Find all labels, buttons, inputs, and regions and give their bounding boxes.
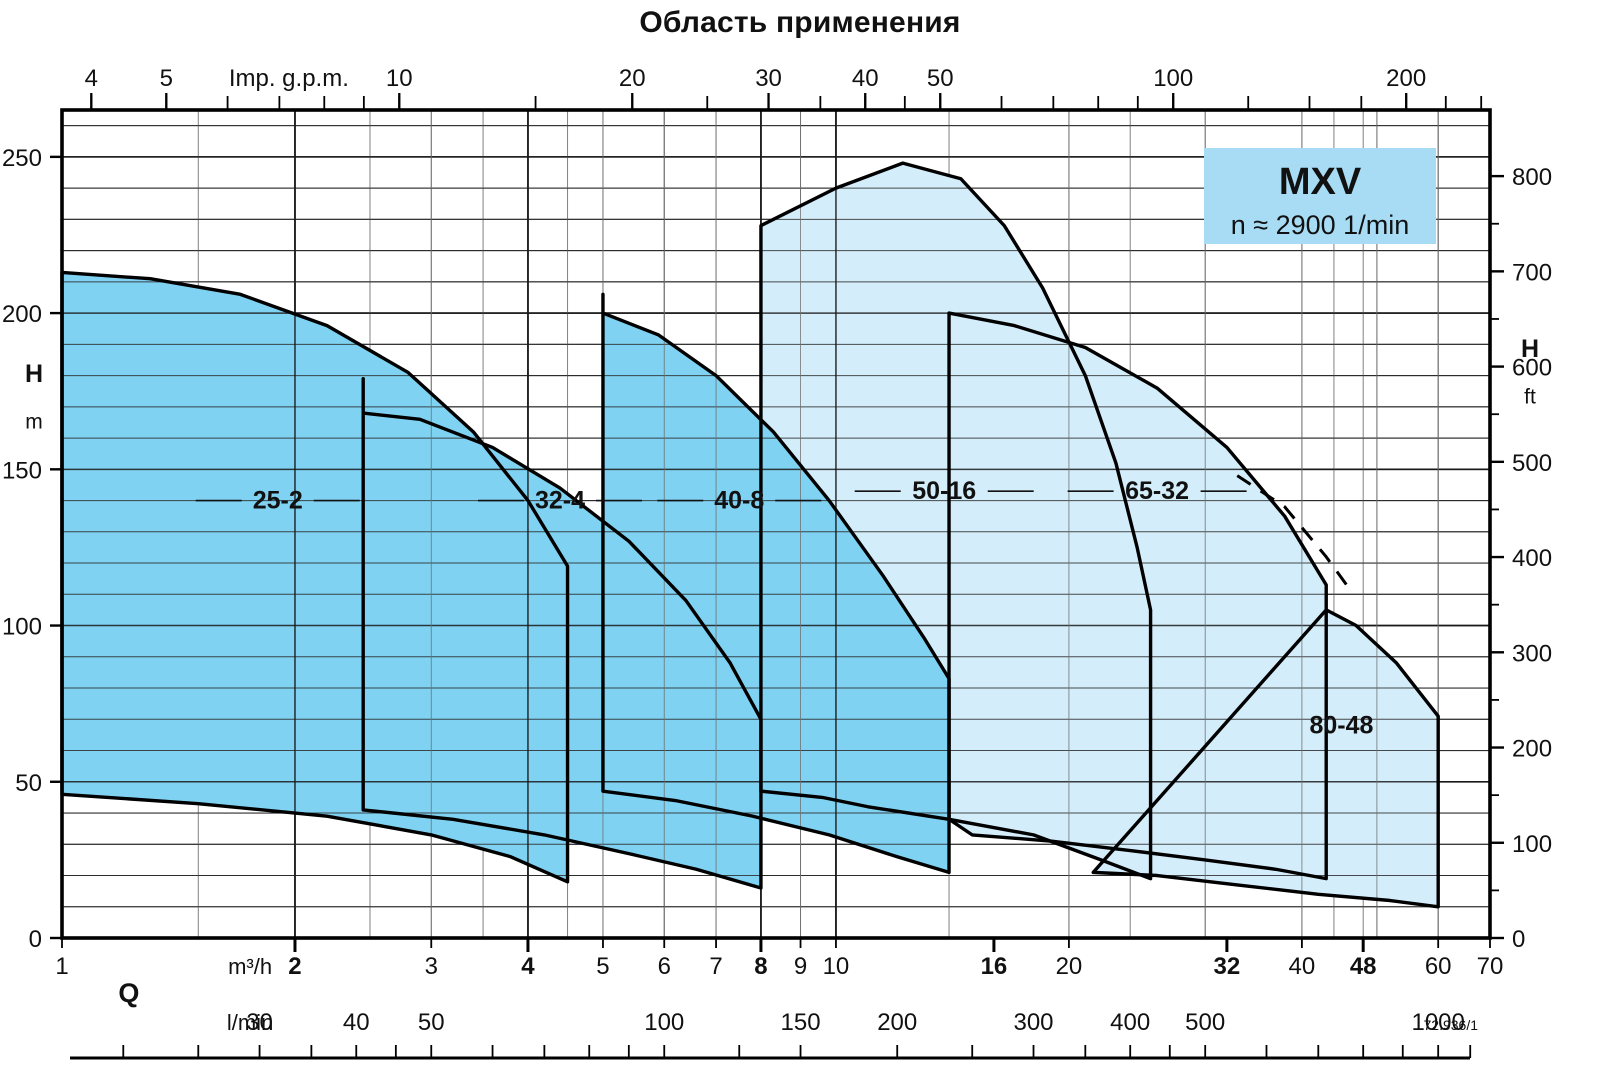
axis-label-right-800: 800 bbox=[1512, 164, 1552, 191]
axis-label-bottom-10: 10 bbox=[823, 953, 850, 980]
legend-speed-label: n ≈ 2900 1/min bbox=[1231, 210, 1409, 240]
axis-label-right-300: 300 bbox=[1512, 640, 1552, 667]
series-label-32-4: 32-4 bbox=[535, 487, 585, 515]
axis-label-lmin-40: 40 bbox=[343, 1009, 370, 1036]
axis-label-left-150: 150 bbox=[2, 457, 42, 484]
series-outline-32-4 bbox=[361, 377, 763, 890]
axis-label-top-100: 100 bbox=[1153, 65, 1193, 92]
axis-label-top-50: 50 bbox=[927, 65, 954, 92]
series-area-80-48 bbox=[1093, 609, 1439, 907]
axis-label-bottom-3: 3 bbox=[425, 953, 438, 980]
axis-unit-m3h: m³/h bbox=[228, 954, 272, 979]
axis-label-top-10: 10 bbox=[386, 65, 413, 92]
axis-label-bottom-6: 6 bbox=[658, 953, 671, 980]
series-area-40-8 bbox=[602, 294, 950, 873]
axis-label-right-100: 100 bbox=[1512, 831, 1552, 858]
plot-frame bbox=[60, 108, 1492, 940]
axis-label-lmin-50: 50 bbox=[418, 1009, 445, 1036]
axis-label-bottom-70: 70 bbox=[1477, 953, 1504, 980]
axis-label-bottom-16: 16 bbox=[981, 953, 1008, 980]
axis-label-left-0: 0 bbox=[29, 926, 42, 953]
series-label-50-16: 50-16 bbox=[912, 477, 976, 505]
axis-label-right-600: 600 bbox=[1512, 355, 1552, 382]
axis-label-bottom-7: 7 bbox=[709, 953, 722, 980]
page-title: Область применения bbox=[639, 6, 961, 39]
axis-label-right-0: 0 bbox=[1512, 926, 1525, 953]
axis-label-lmin-300: 300 bbox=[1013, 1009, 1053, 1036]
axis-label-bottom-60: 60 bbox=[1425, 953, 1452, 980]
axis-label-lmin-200: 200 bbox=[877, 1009, 917, 1036]
series-label-25-2: 25-2 bbox=[253, 487, 303, 515]
legend-model-label: MXV bbox=[1279, 161, 1362, 203]
series-label-40-8: 40-8 bbox=[714, 487, 764, 515]
axis-label-right-200: 200 bbox=[1512, 736, 1552, 763]
axis-label-lmin-1000: 1000 bbox=[1411, 1009, 1464, 1036]
axis-label-left-100: 100 bbox=[2, 614, 42, 641]
axis-label-top-200: 200 bbox=[1386, 65, 1426, 92]
series-outline-65-32 bbox=[947, 311, 1328, 881]
axis-label-top-30: 30 bbox=[755, 65, 782, 92]
axis-label-right-700: 700 bbox=[1512, 259, 1552, 286]
axis-label-right-500: 500 bbox=[1512, 450, 1552, 477]
series-outline-50-16 bbox=[759, 161, 1153, 881]
dashed-guide-line bbox=[1236, 474, 1351, 589]
axis-unit-lmin: l/min bbox=[227, 1010, 273, 1035]
axis-label-bottom-32: 32 bbox=[1214, 953, 1241, 980]
axis-title-right-H: H bbox=[1521, 335, 1539, 363]
axis-label-left-250: 250 bbox=[2, 145, 42, 172]
axis-label-bottom-48: 48 bbox=[1350, 953, 1377, 980]
axis-unit-left-m: m bbox=[25, 411, 43, 434]
axis-label-bottom-5: 5 bbox=[596, 953, 609, 980]
axis-label-bottom-9: 9 bbox=[794, 953, 807, 980]
axis-label-bottom-1: 1 bbox=[55, 953, 68, 980]
axis-label-bottom-20: 20 bbox=[1056, 953, 1083, 980]
series-label-65-32: 65-32 bbox=[1125, 477, 1189, 505]
axis-label-lmin-400: 400 bbox=[1110, 1009, 1150, 1036]
axis-label-bottom-4: 4 bbox=[521, 953, 535, 980]
axis-label-lmin-150: 150 bbox=[781, 1009, 821, 1036]
reference-code: 72.936/1 bbox=[1424, 1017, 1479, 1033]
axis-label-left-200: 200 bbox=[2, 301, 42, 328]
axis-label-right-400: 400 bbox=[1512, 545, 1552, 572]
legend-box bbox=[1204, 148, 1436, 244]
axis-title-left-H: H bbox=[25, 360, 43, 388]
series-outline-40-8 bbox=[601, 292, 951, 875]
axis-title-Q: Q bbox=[118, 978, 139, 1008]
axis-title-top-gpm: Imp. g.p.m. bbox=[229, 65, 349, 92]
axis-unit-right-ft: ft bbox=[1524, 386, 1536, 409]
axis-label-lmin-100: 100 bbox=[644, 1009, 684, 1036]
series-label-80-48: 80-48 bbox=[1310, 712, 1374, 740]
axis-label-top-4: 4 bbox=[85, 65, 98, 92]
axis-label-left-50: 50 bbox=[15, 770, 42, 797]
axis-label-bottom-40: 40 bbox=[1289, 953, 1316, 980]
axis-label-lmin-30: 30 bbox=[246, 1009, 273, 1036]
series-outline-25-2 bbox=[60, 270, 570, 884]
axis-label-top-20: 20 bbox=[619, 65, 646, 92]
axis-label-bottom-2: 2 bbox=[288, 953, 301, 980]
axis-label-top-40: 40 bbox=[852, 65, 879, 92]
axis-label-lmin-500: 500 bbox=[1185, 1009, 1225, 1036]
series-outline-80-48 bbox=[1091, 608, 1440, 909]
axis-label-bottom-8: 8 bbox=[754, 953, 767, 980]
axis-label-top-5: 5 bbox=[160, 65, 173, 92]
